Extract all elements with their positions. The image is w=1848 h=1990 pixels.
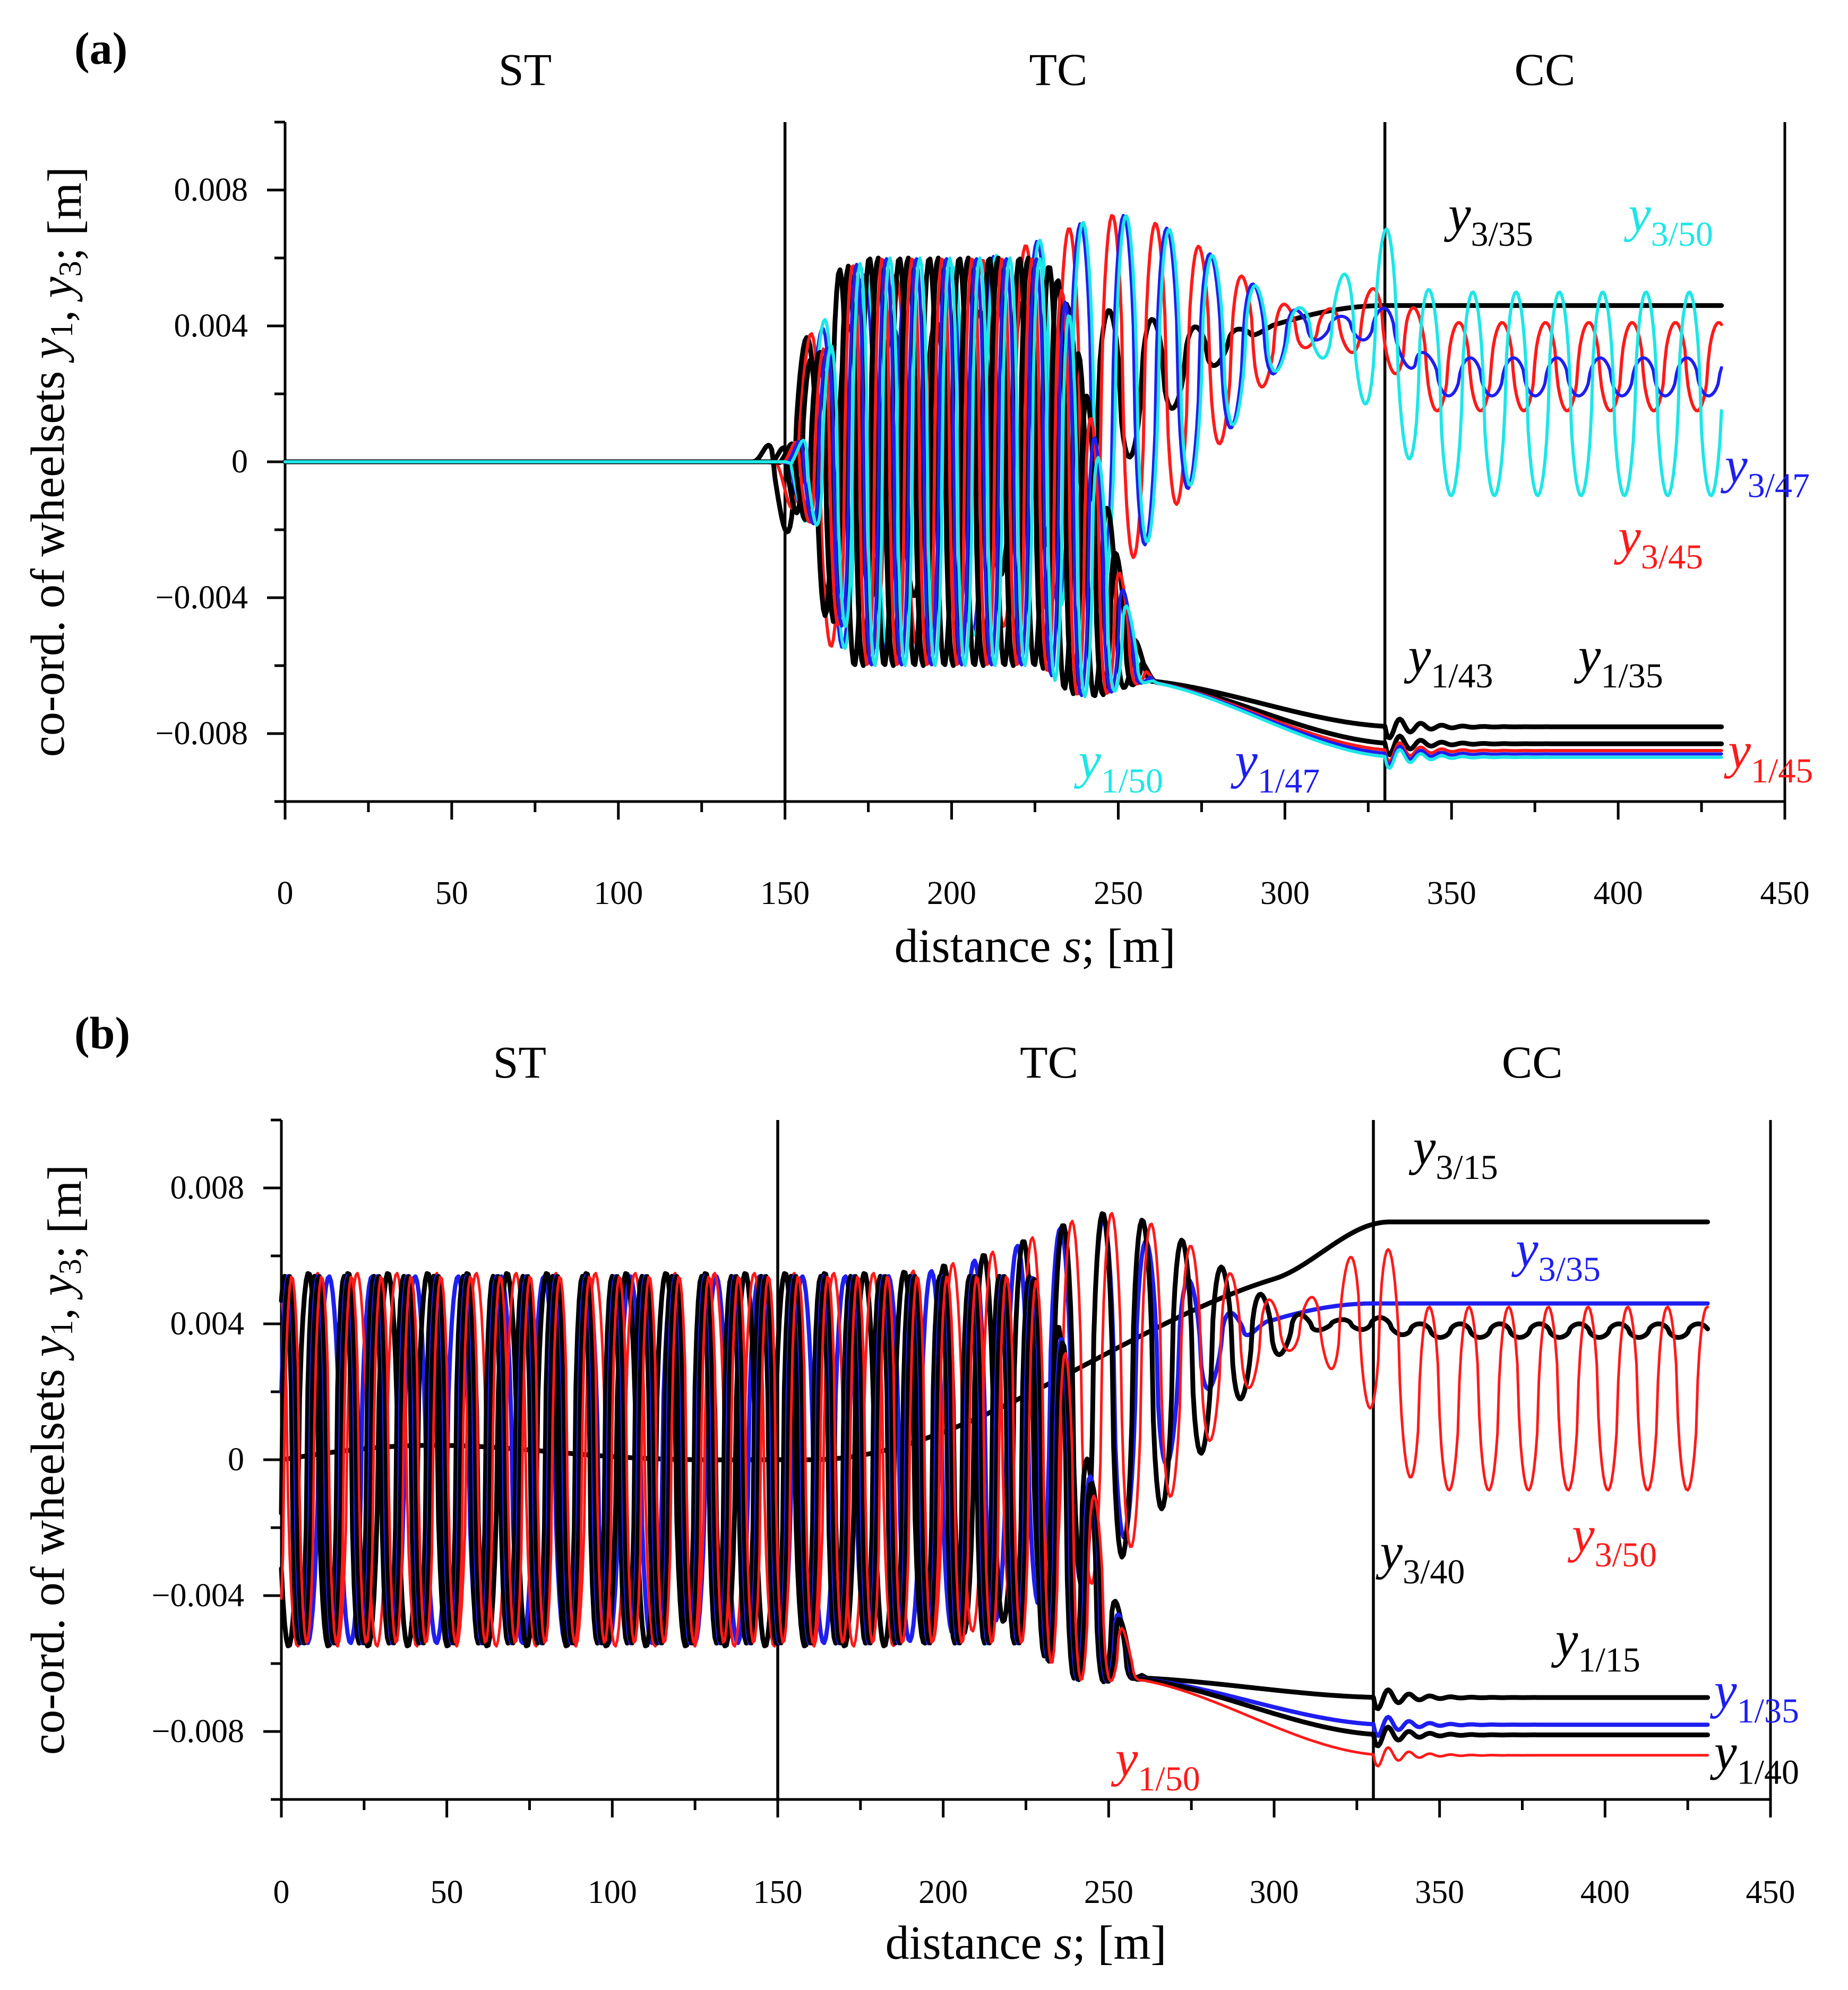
- x-tick-label: 350: [1427, 875, 1476, 911]
- curve-annotation-3-50: y3/50: [1623, 185, 1713, 254]
- x-tick-label: 300: [1260, 875, 1310, 911]
- segment-label-st: ST: [493, 1037, 546, 1088]
- curve-annotation-1-15: y1/15: [1551, 1611, 1640, 1679]
- series-line-y1-15: [279, 1273, 1711, 1711]
- segment-labels: ST TC CC: [493, 1037, 1563, 1088]
- segment-labels: ST TC CC: [498, 44, 1576, 95]
- x-tick-label: 150: [753, 1874, 803, 1910]
- y-axis-label: co-ord. of wheelsets y1, y3; [m]: [22, 167, 91, 757]
- y-tick-label: 0: [231, 444, 248, 480]
- x-tick-label: 400: [1594, 875, 1643, 911]
- curve-annotation-1-50: y1/50: [1111, 1730, 1200, 1798]
- y-tick-label: 0: [228, 1442, 244, 1478]
- segment-label-tc: TC: [1020, 1037, 1078, 1088]
- x-tick-labels: 0 50 100 150 200 250 300 350 400 450: [277, 875, 1810, 911]
- y-tick-label: 0.008: [170, 1170, 245, 1206]
- x-tick-label: 50: [431, 1874, 463, 1910]
- curve-annotation-3-15: y3/15: [1408, 1118, 1498, 1187]
- curve-annotation-1-50: y1/50: [1073, 732, 1163, 800]
- y-tick-labels: 0.008 0.004 0 −0.004 −0.008: [152, 1170, 244, 1750]
- x-axis-label: distance s; [m]: [895, 920, 1176, 972]
- x-tick-label: 300: [1250, 1874, 1299, 1910]
- series-lines: [282, 214, 1724, 770]
- x-tick-label: 100: [588, 1874, 637, 1910]
- curve-annotation-1-35: y1/35: [1574, 627, 1663, 695]
- curve-annotation-3-40: y3/40: [1375, 1523, 1465, 1591]
- x-tick-label: 250: [1094, 875, 1143, 911]
- y-axis-label: co-ord. of wheelsets y1, y3; [m]: [22, 1165, 91, 1755]
- segment-label-cc: CC: [1515, 44, 1576, 95]
- x-tick-label: 250: [1084, 1874, 1133, 1910]
- y-tick-label: 0.004: [170, 1306, 245, 1342]
- x-tick-label: 350: [1415, 1874, 1464, 1910]
- x-tick-label: 400: [1580, 1874, 1630, 1910]
- panel-a: (a) ST TC CC co-ord. of wheelsets y1, y3…: [22, 23, 1813, 972]
- y-tick-label: −0.004: [152, 1578, 244, 1614]
- x-tick-label: 0: [273, 1874, 290, 1910]
- curve-annotation-1-47: y1/47: [1230, 732, 1320, 800]
- x-tick-label: 200: [918, 1874, 968, 1910]
- curve-annotation-3-35: y3/35: [1511, 1220, 1601, 1289]
- x-axis-label: distance s; [m]: [886, 1917, 1167, 1969]
- series-line-y1-40: [279, 1274, 1711, 1748]
- series-line-y1-50: [280, 1276, 1709, 1768]
- series-lines: [279, 1211, 1711, 1768]
- series-line-y1-50: [283, 256, 1723, 770]
- x-tick-label: 450: [1746, 1874, 1795, 1910]
- panel-b: (b) ST TC CC co-ord. of wheelsets y1, y3…: [22, 1007, 1799, 1969]
- curve-annotation-3-45: y3/45: [1613, 508, 1703, 576]
- segment-label-cc: CC: [1502, 1037, 1563, 1088]
- curve-annotation-3-50: y3/50: [1567, 1506, 1657, 1574]
- y-tick-label: 0.004: [174, 308, 248, 344]
- curve-annotation-1-43: y1/43: [1404, 627, 1493, 695]
- y-tick-labels: 0.008 0.004 0 −0.004 −0.008: [156, 172, 248, 752]
- curve-annotation-1-40: y1/40: [1709, 1723, 1799, 1791]
- x-tick-label: 50: [435, 875, 468, 911]
- y-tick-label: −0.008: [152, 1713, 244, 1750]
- y-tick-label: −0.004: [156, 580, 248, 616]
- panel-label-b: (b): [74, 1007, 130, 1058]
- curve-annotation-3-35: y3/35: [1443, 185, 1533, 254]
- panel-label-a: (a): [74, 23, 127, 74]
- x-tick-label: 200: [927, 875, 976, 911]
- y-tick-label: 0.008: [174, 172, 248, 208]
- curve-annotation-1-45: y1/45: [1723, 722, 1813, 790]
- segment-label-st: ST: [498, 44, 552, 95]
- segment-label-tc: TC: [1029, 44, 1087, 95]
- y-tick-label: −0.008: [156, 716, 248, 752]
- curve-annotation-3-47: y3/47: [1720, 436, 1810, 505]
- x-tick-label: 150: [760, 875, 810, 911]
- x-tick-labels: 0 50 100 150 200 250 300 350 400 450: [273, 1874, 1795, 1910]
- x-tick-label: 100: [594, 875, 643, 911]
- x-tick-label: 0: [277, 875, 294, 911]
- x-tick-label: 450: [1760, 875, 1810, 911]
- curve-annotation-1-35: y1/35: [1709, 1662, 1799, 1730]
